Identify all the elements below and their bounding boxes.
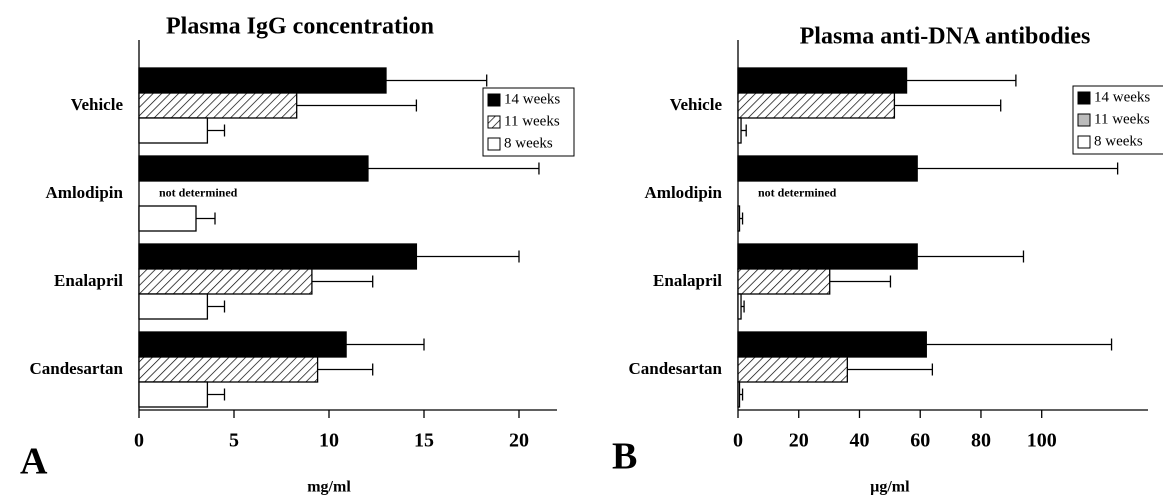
- x-tick-label: 15: [414, 430, 434, 452]
- bar: [737, 92, 896, 119]
- x-tick-label: 0: [733, 430, 743, 452]
- legend-label: 8 weeks: [1094, 133, 1143, 149]
- legend-swatch: [487, 137, 501, 151]
- category-label: Candesartan: [628, 359, 722, 378]
- bar: [138, 331, 347, 358]
- bar: [138, 67, 387, 94]
- chart-title: Plasma IgG concentration: [166, 14, 434, 40]
- bar: [138, 293, 209, 320]
- bar: [138, 381, 209, 408]
- x-axis-label: µg/ml: [870, 479, 910, 496]
- chart-title: Plasma anti-DNA antibodies: [800, 24, 1091, 50]
- x-tick-label: 0: [134, 430, 144, 452]
- x-tick-label: 20: [509, 430, 529, 452]
- bar: [737, 268, 831, 295]
- x-tick-label: 5: [229, 430, 239, 452]
- panel-label: B: [612, 436, 637, 478]
- bar: [138, 117, 209, 144]
- x-tick-label: 80: [971, 430, 991, 452]
- bar: [138, 356, 319, 383]
- x-tick-label: 20: [789, 430, 809, 452]
- category-label: Amlodipin: [645, 183, 723, 202]
- category-label: Enalapril: [653, 271, 722, 290]
- panel-label: A: [20, 441, 48, 483]
- category-label: Enalapril: [54, 271, 123, 290]
- x-tick-label: 100: [1027, 430, 1057, 452]
- category-label: Amlodipin: [46, 183, 124, 202]
- bar: [737, 381, 741, 408]
- bar: [138, 205, 197, 232]
- bar: [138, 92, 298, 119]
- legend-swatch: [1077, 135, 1091, 149]
- bar: [138, 268, 313, 295]
- bar: [737, 155, 918, 182]
- bar: [138, 243, 418, 270]
- legend-swatch: [1077, 113, 1091, 127]
- legend-swatch: [487, 115, 501, 129]
- bar: [737, 331, 927, 358]
- x-tick-label: 60: [910, 430, 930, 452]
- legend-swatch: [1077, 91, 1091, 105]
- annotation: not determined: [159, 185, 238, 199]
- bar: [737, 243, 918, 270]
- bar: [737, 293, 742, 320]
- x-tick-label: 40: [849, 430, 869, 452]
- bar: [737, 117, 742, 144]
- legend-label: 11 weeks: [504, 113, 560, 129]
- legend-label: 14 weeks: [504, 91, 560, 107]
- legend-swatch: [487, 93, 501, 107]
- bar: [138, 155, 369, 182]
- category-label: Candesartan: [29, 359, 123, 378]
- bar: [737, 205, 741, 232]
- annotation: not determined: [758, 185, 837, 199]
- legend-label: 8 weeks: [504, 135, 553, 151]
- category-label: Vehicle: [71, 95, 124, 114]
- legend-label: 14 weeks: [1094, 89, 1150, 105]
- x-axis-label: mg/ml: [307, 479, 351, 496]
- x-tick-label: 10: [319, 430, 339, 452]
- bar: [737, 67, 908, 94]
- category-label: Vehicle: [670, 95, 723, 114]
- bar: [737, 356, 848, 383]
- legend-label: 11 weeks: [1094, 111, 1150, 127]
